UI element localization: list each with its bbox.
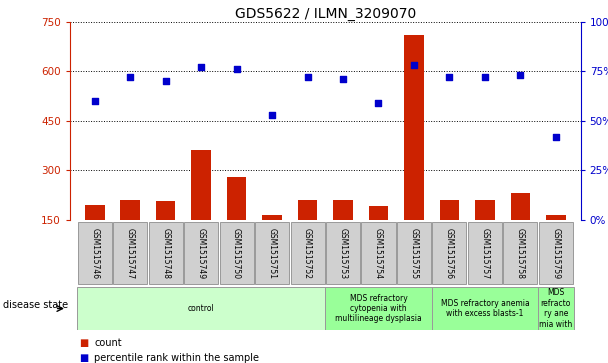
FancyBboxPatch shape — [291, 222, 325, 284]
Point — [373, 100, 383, 106]
Text: GSM1515758: GSM1515758 — [516, 228, 525, 279]
FancyBboxPatch shape — [326, 222, 360, 284]
Text: GSM1515751: GSM1515751 — [268, 228, 277, 279]
FancyBboxPatch shape — [397, 222, 431, 284]
Text: control: control — [188, 304, 215, 313]
FancyBboxPatch shape — [468, 222, 502, 284]
Text: GSM1515746: GSM1515746 — [90, 228, 99, 279]
Point — [551, 134, 561, 139]
FancyBboxPatch shape — [538, 287, 573, 330]
Bar — [156, 201, 176, 269]
FancyBboxPatch shape — [78, 222, 112, 284]
Text: disease state: disease state — [3, 300, 68, 310]
Bar — [511, 193, 530, 269]
Point — [232, 66, 241, 72]
Text: MDS
refracto
ry ane
mia with: MDS refracto ry ane mia with — [539, 289, 573, 329]
Bar — [120, 200, 140, 269]
Point — [267, 112, 277, 118]
FancyBboxPatch shape — [148, 222, 182, 284]
Bar — [262, 215, 282, 269]
Bar — [475, 200, 495, 269]
Text: MDS refractory anemia
with excess blasts-1: MDS refractory anemia with excess blasts… — [441, 299, 529, 318]
Bar — [546, 215, 565, 269]
Bar — [192, 150, 211, 269]
Point — [303, 74, 313, 80]
Text: MDS refractory
cytopenia with
multilineage dysplasia: MDS refractory cytopenia with multilinea… — [335, 294, 422, 323]
Text: GSM1515753: GSM1515753 — [339, 228, 348, 279]
Text: GSM1515759: GSM1515759 — [551, 228, 561, 279]
FancyBboxPatch shape — [539, 222, 573, 284]
Bar — [298, 200, 317, 269]
Text: GSM1515756: GSM1515756 — [445, 228, 454, 279]
Text: ■: ■ — [79, 352, 88, 363]
Bar — [440, 200, 459, 269]
FancyBboxPatch shape — [184, 222, 218, 284]
Text: percentile rank within the sample: percentile rank within the sample — [94, 352, 259, 363]
Text: GSM1515750: GSM1515750 — [232, 228, 241, 279]
Text: GSM1515747: GSM1515747 — [126, 228, 135, 279]
FancyBboxPatch shape — [113, 222, 147, 284]
Text: GSM1515755: GSM1515755 — [409, 228, 418, 279]
Bar — [85, 205, 105, 269]
Text: GSM1515748: GSM1515748 — [161, 228, 170, 279]
Text: ■: ■ — [79, 338, 88, 348]
Text: GSM1515754: GSM1515754 — [374, 228, 383, 279]
Point — [409, 62, 419, 68]
FancyBboxPatch shape — [219, 222, 254, 284]
Text: GSM1515749: GSM1515749 — [196, 228, 206, 279]
Text: count: count — [94, 338, 122, 348]
Point — [338, 76, 348, 82]
Point — [125, 74, 135, 80]
Point — [444, 74, 454, 80]
Point — [516, 72, 525, 78]
Point — [161, 78, 170, 84]
Point — [90, 98, 100, 104]
Point — [480, 74, 489, 80]
Bar — [333, 200, 353, 269]
FancyBboxPatch shape — [361, 222, 395, 284]
Text: GSM1515752: GSM1515752 — [303, 228, 312, 279]
FancyBboxPatch shape — [432, 222, 466, 284]
Title: GDS5622 / ILMN_3209070: GDS5622 / ILMN_3209070 — [235, 7, 416, 21]
Bar — [227, 177, 246, 269]
Point — [196, 64, 206, 70]
Bar — [404, 35, 424, 269]
FancyBboxPatch shape — [255, 222, 289, 284]
Bar — [368, 207, 389, 269]
FancyBboxPatch shape — [503, 222, 537, 284]
Text: GSM1515757: GSM1515757 — [480, 228, 489, 279]
FancyBboxPatch shape — [432, 287, 538, 330]
FancyBboxPatch shape — [77, 287, 325, 330]
FancyBboxPatch shape — [325, 287, 432, 330]
